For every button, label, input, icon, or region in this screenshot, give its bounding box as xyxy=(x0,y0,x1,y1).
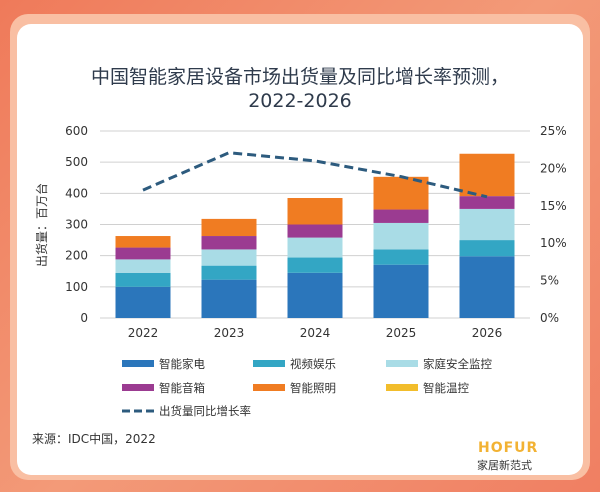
x-tick-label: 2025 xyxy=(386,326,417,340)
bar-segment xyxy=(459,208,515,241)
y2-tick-label: 0% xyxy=(540,311,559,325)
bar-segment xyxy=(373,222,429,250)
x-tick-label: 2022 xyxy=(128,326,159,340)
bar-segment xyxy=(373,264,429,318)
x-tick-label: 2026 xyxy=(472,326,503,340)
bar-segment xyxy=(459,196,515,209)
y2-tick-label: 10% xyxy=(540,236,567,250)
bar-segment xyxy=(115,236,171,248)
bar-segment xyxy=(201,249,257,266)
bar-segment xyxy=(459,256,515,318)
bar-segment xyxy=(115,272,171,287)
legend-swatch xyxy=(122,360,154,367)
source-note: 来源：IDC中国，2022 xyxy=(32,432,156,446)
bar-segment xyxy=(201,236,257,250)
y2-tick-label: 25% xyxy=(540,124,567,138)
bar-segment xyxy=(287,237,343,258)
legend-label: 智能音箱 xyxy=(159,381,205,395)
legend-label: 出货量同比增长率 xyxy=(159,404,251,418)
legend-label: 智能家电 xyxy=(159,357,205,371)
logo-tagline: 家居新范式 xyxy=(477,459,532,472)
legend-label: 家庭安全监控 xyxy=(423,357,492,371)
legend-label: 视频娱乐 xyxy=(290,357,336,371)
bar-segment xyxy=(459,153,515,197)
bar-segment xyxy=(287,272,343,318)
y-tick-label: 400 xyxy=(65,186,88,200)
legend-swatch xyxy=(253,360,285,367)
y-tick-label: 0 xyxy=(80,311,88,325)
bar-segment xyxy=(201,218,257,237)
bar-segment xyxy=(115,247,171,260)
bar-segment xyxy=(373,249,429,265)
y-tick-label: 500 xyxy=(65,155,88,169)
chart-subtitle: 2022-2026 xyxy=(248,90,352,112)
bar-segment xyxy=(287,198,343,225)
y2-tick-label: 5% xyxy=(540,274,559,288)
bar-segment xyxy=(373,209,429,223)
bar-segment xyxy=(115,286,171,318)
legend-swatch xyxy=(253,384,285,391)
legend-swatch xyxy=(122,384,154,391)
bar-segment xyxy=(459,240,515,257)
y-tick-label: 300 xyxy=(65,218,88,232)
bar-segment xyxy=(287,224,343,238)
legend-label: 智能温控 xyxy=(423,381,469,395)
x-tick-label: 2023 xyxy=(214,326,245,340)
legend-swatch xyxy=(386,384,418,391)
y2-tick-label: 15% xyxy=(540,199,567,213)
bar-segment xyxy=(201,265,257,280)
chart-title: 中国智能家居设备市场出货量及同比增长率预测， xyxy=(90,66,509,88)
growth-rate-line xyxy=(142,151,488,199)
x-tick-label: 2024 xyxy=(300,326,331,340)
y-tick-label: 200 xyxy=(65,249,88,263)
y-tick-label: 600 xyxy=(65,124,88,138)
y-axis-label: 出货量：百万台 xyxy=(34,183,49,267)
logo-brand: HOFUR xyxy=(478,440,539,456)
bar-segment xyxy=(287,257,343,273)
y-tick-label: 100 xyxy=(65,280,88,294)
legend-label: 智能照明 xyxy=(290,381,336,395)
bar-segment xyxy=(115,259,171,273)
bar-segment xyxy=(201,279,257,318)
y2-tick-label: 20% xyxy=(540,161,567,175)
legend-swatch xyxy=(386,360,418,367)
